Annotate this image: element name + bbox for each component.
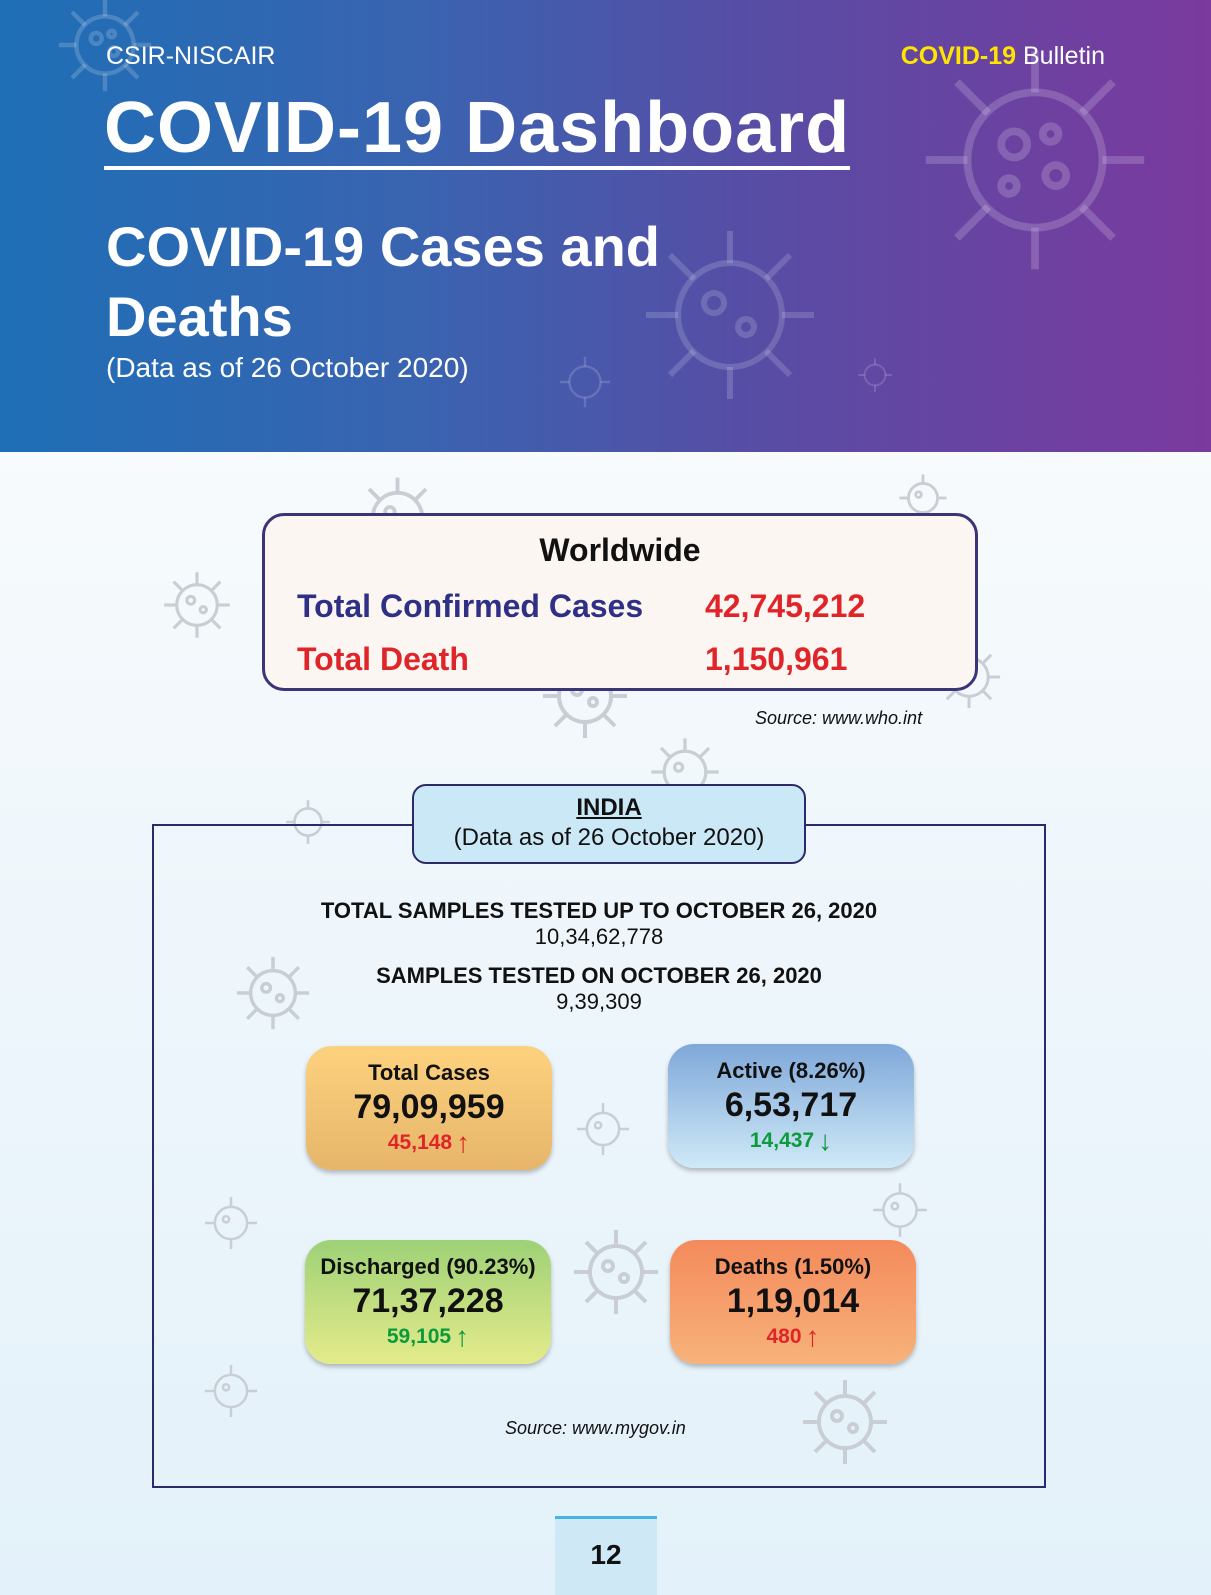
virus-icon bbox=[858, 358, 892, 392]
virus-icon bbox=[873, 1183, 927, 1237]
header-banner: CSIR-NISCAIR COVID-19 Bulletin COVID-19 … bbox=[0, 0, 1211, 452]
page-title: COVID-19 Dashboard bbox=[104, 88, 851, 170]
publisher-name: CSIR-NISCAIR bbox=[106, 42, 276, 70]
india-data-date: (Data as of 26 October 2020) bbox=[453, 824, 765, 851]
deaths-change: 480 ↑ bbox=[670, 1321, 916, 1353]
discharged-change: 59,105 ↑ bbox=[305, 1321, 551, 1353]
virus-icon bbox=[286, 800, 330, 844]
active-change: 14,437 ↓ bbox=[668, 1125, 914, 1157]
india-title: INDIA bbox=[576, 794, 642, 821]
discharged-card: Discharged (90.23%) 71,37,228 59,105 ↑ bbox=[305, 1240, 551, 1364]
virus-icon bbox=[58, 0, 152, 92]
total-samples-value: 10,34,62,778 bbox=[534, 924, 664, 949]
virus-icon bbox=[236, 956, 310, 1030]
total-death-label: Total Death bbox=[297, 641, 469, 677]
arrow-down-icon: ↓ bbox=[818, 1125, 833, 1157]
who-source: Source: www.who.int bbox=[755, 708, 923, 728]
arrow-up-icon: ↑ bbox=[455, 1321, 470, 1353]
bulletin-highlight: COVID-19 bbox=[900, 42, 1017, 70]
total-samples-label: TOTAL SAMPLES TESTED UP TO OCTOBER 26, 2… bbox=[320, 898, 878, 923]
discharged-value: 71,37,228 bbox=[352, 1282, 504, 1320]
day-samples-label: SAMPLES TESTED ON OCTOBER 26, 2020 bbox=[376, 963, 822, 988]
total-samples: TOTAL SAMPLES TESTED UP TO OCTOBER 26, 2… bbox=[152, 898, 1046, 950]
section-title: COVID-19 Cases and Deaths bbox=[106, 215, 660, 348]
total-cases-value: 79,09,959 bbox=[353, 1088, 505, 1126]
virus-icon bbox=[164, 572, 230, 638]
data-date: (Data as of 26 October 2020) bbox=[106, 352, 469, 383]
arrow-up-icon: ↑ bbox=[456, 1127, 471, 1159]
virus-icon bbox=[204, 1364, 258, 1418]
bulletin-name: COVID-19 Bulletin bbox=[901, 42, 1105, 71]
total-cases-card: Total Cases 79,09,959 45,148 ↑ bbox=[306, 1046, 552, 1170]
total-cases-change: 45,148 ↑ bbox=[306, 1127, 552, 1159]
virus-icon bbox=[576, 1102, 630, 1156]
day-samples: SAMPLES TESTED ON OCTOBER 26, 2020 9,39,… bbox=[152, 963, 1046, 1015]
total-death-value: 1,150,961 bbox=[705, 641, 848, 677]
virus-icon bbox=[559, 356, 611, 408]
confirmed-cases-value: 42,745,212 bbox=[705, 588, 866, 624]
virus-icon bbox=[803, 1380, 887, 1464]
mygov-source: Source: www.mygov.in bbox=[505, 1418, 686, 1438]
confirmed-cases-label: Total Confirmed Cases bbox=[297, 588, 644, 624]
active-card: Active (8.26%) 6,53,717 14,437 ↓ bbox=[668, 1044, 914, 1168]
active-change-value: 14,437 bbox=[749, 1129, 815, 1152]
bulletin-rest: Bulletin bbox=[1016, 42, 1105, 70]
virus-icon bbox=[925, 50, 1145, 270]
virus-icon bbox=[646, 231, 814, 399]
total-cases-change-value: 45,148 bbox=[387, 1131, 453, 1154]
day-samples-value: 9,39,309 bbox=[556, 989, 642, 1014]
deaths-card: Deaths (1.50%) 1,19,014 480 ↑ bbox=[670, 1240, 916, 1364]
worldwide-title: Worldwide bbox=[539, 532, 701, 568]
discharged-label: Discharged (90.23%) bbox=[320, 1254, 536, 1279]
virus-icon bbox=[204, 1196, 258, 1250]
worldwide-panel: Worldwide Total Confirmed Cases 42,745,2… bbox=[262, 513, 978, 691]
page-number: 12 bbox=[555, 1516, 657, 1595]
arrow-up-icon: ↑ bbox=[805, 1321, 820, 1353]
active-label: Active (8.26%) bbox=[716, 1058, 866, 1083]
active-value: 6,53,717 bbox=[724, 1086, 858, 1124]
total-cases-label: Total Cases bbox=[368, 1060, 490, 1085]
discharged-change-value: 59,105 bbox=[386, 1325, 452, 1348]
deaths-change-value: 480 bbox=[766, 1325, 802, 1348]
deaths-value: 1,19,014 bbox=[726, 1282, 860, 1320]
virus-icon bbox=[899, 474, 947, 522]
india-badge: INDIA (Data as of 26 October 2020) bbox=[412, 784, 806, 864]
deaths-label: Deaths (1.50%) bbox=[714, 1254, 872, 1279]
virus-icon bbox=[574, 1230, 658, 1314]
